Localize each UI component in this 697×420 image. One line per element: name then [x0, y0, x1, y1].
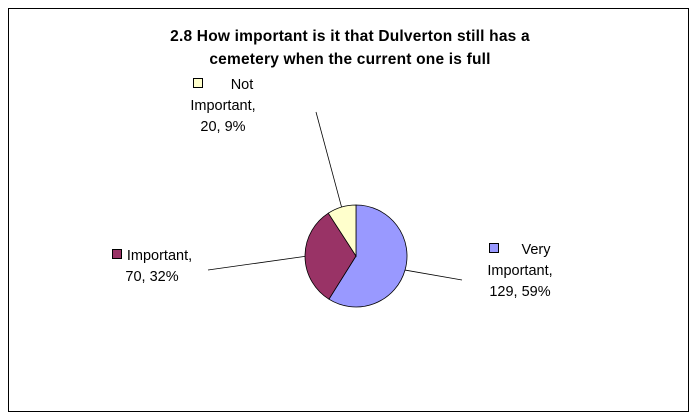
- label-important-value: 70, 32%: [125, 269, 179, 285]
- label-not-important-line2: Important,: [190, 98, 256, 114]
- leader-line-important: [207, 255, 306, 271]
- label-very-important-line1: Very: [521, 242, 551, 258]
- pie-slice-important: [304, 212, 357, 300]
- label-not-important: Not Important, 20, 9%: [168, 75, 278, 138]
- label-very-important-value: 129, 59%: [489, 284, 551, 300]
- pie-slice-not-important: [327, 204, 357, 258]
- label-very-important-line2: Important,: [487, 263, 553, 279]
- label-important: Important, 70, 32%: [96, 246, 208, 288]
- leader-line-not-important: [315, 111, 342, 208]
- chart-title-line1: 2.8 How important is it that Dulverton s…: [170, 28, 530, 45]
- label-very-important: Very Important, 129, 59%: [458, 240, 582, 303]
- legend-swatch-important: [111, 249, 122, 259]
- label-not-important-value: 20, 9%: [200, 119, 246, 135]
- label-important-line1: Important,: [126, 248, 193, 264]
- legend-swatch-very-important: [489, 243, 500, 253]
- legend-swatch-not-important: [192, 78, 203, 88]
- leader-line-very-important: [404, 269, 463, 281]
- chart-title-line2: cemetery when the current one is full: [209, 51, 491, 68]
- label-not-important-line1: Not: [230, 77, 254, 93]
- chart-title: 2.8 How important is it that Dulverton s…: [40, 25, 660, 71]
